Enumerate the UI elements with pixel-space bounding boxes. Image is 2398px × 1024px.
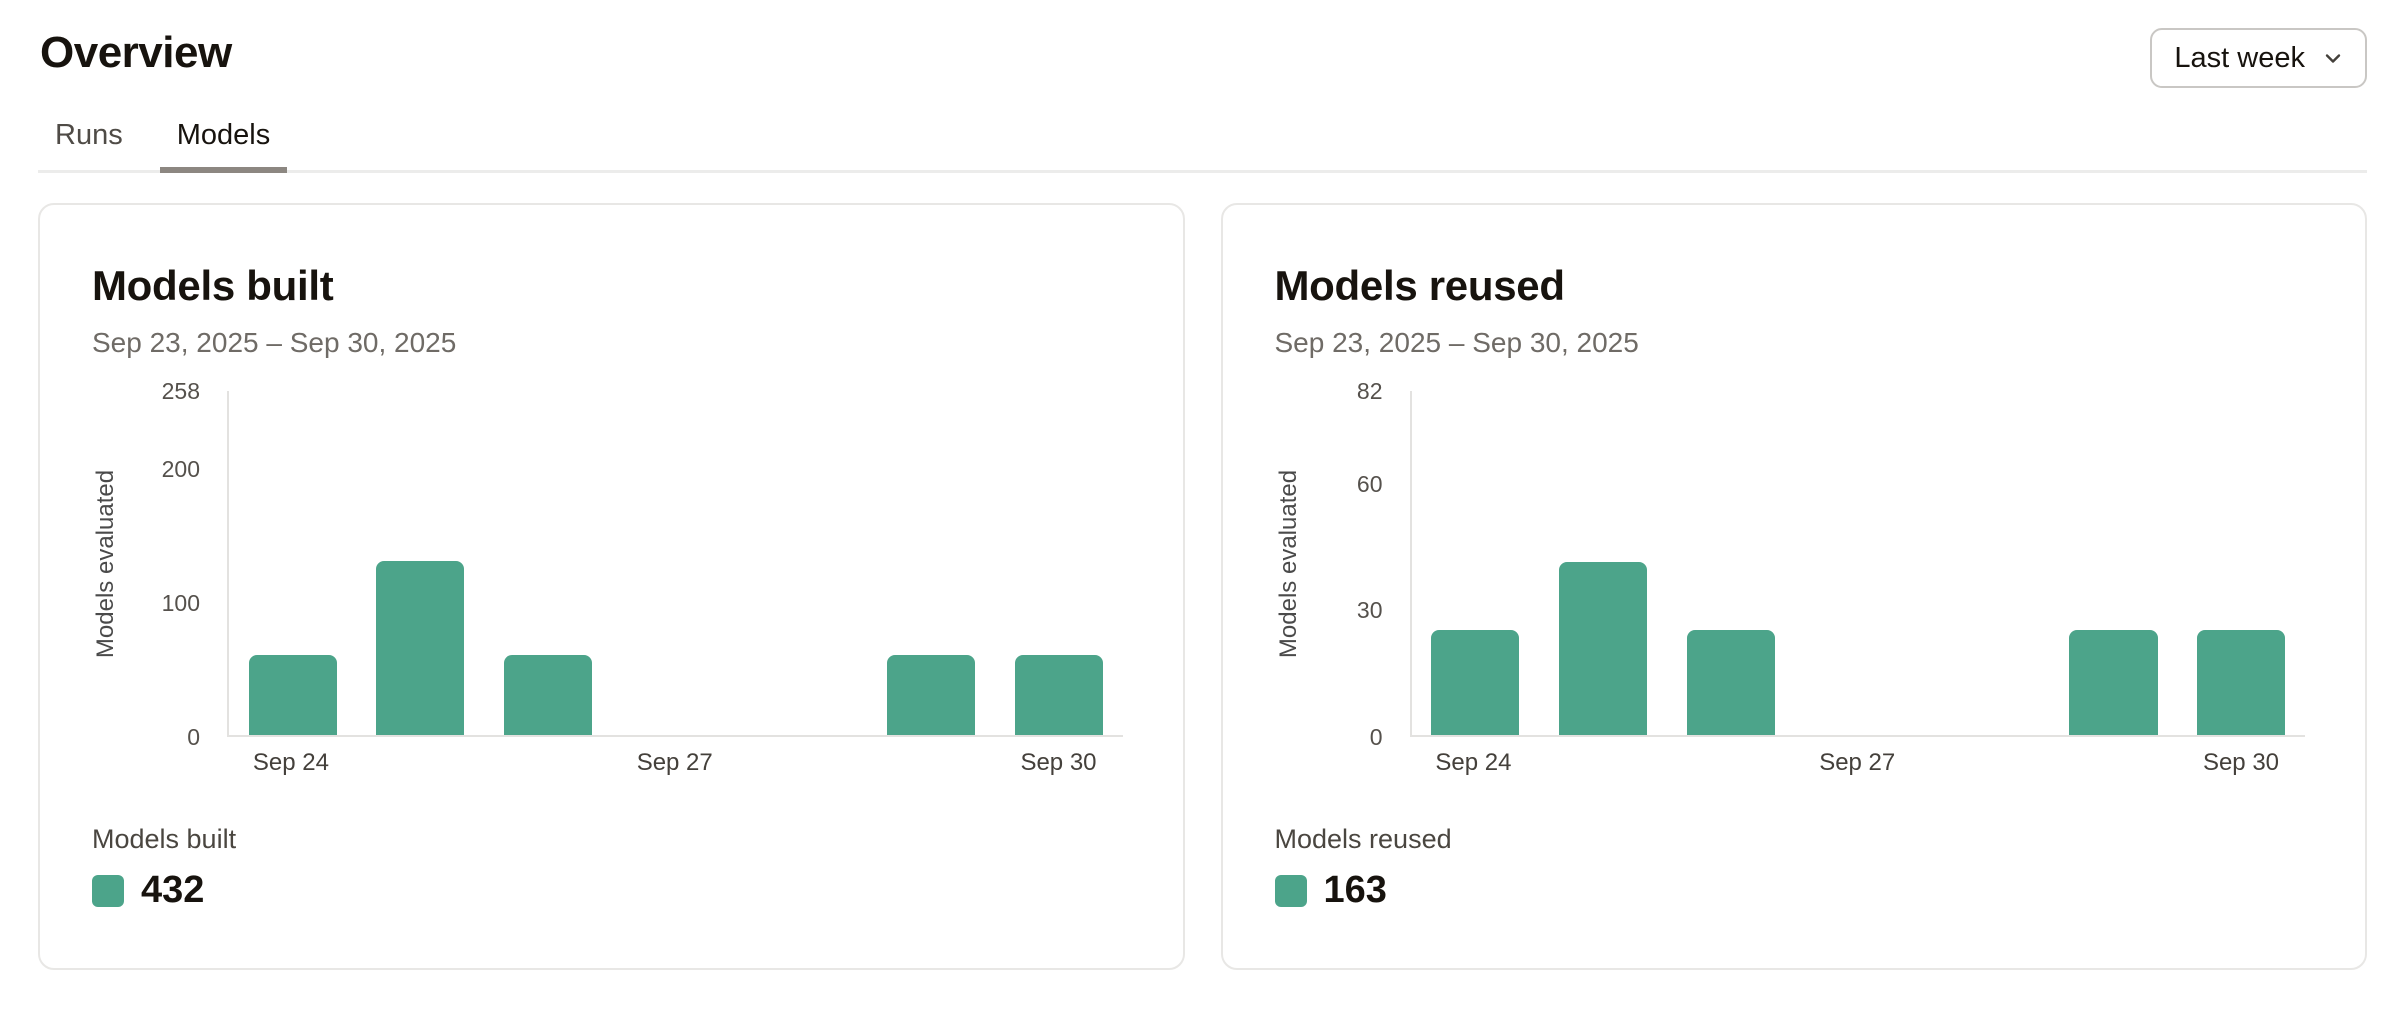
chart-bar-sep-26[interactable] (1686, 629, 1775, 735)
tab-models[interactable]: Models (159, 118, 288, 173)
y-tick-label: 100 (161, 589, 200, 616)
x-axis-labels: Sep 24 Sep 27 Sep 30 (1410, 749, 2306, 779)
chart-bar-sep-26[interactable] (504, 654, 593, 735)
y-axis-ticks: 0 100 200 258 (92, 378, 214, 750)
date-range-label: Last week (2174, 41, 2305, 74)
x-axis-labels: Sep 24 Sep 27 Sep 30 (227, 749, 1123, 779)
x-tick-slot (483, 749, 611, 779)
cards-row: Models built Sep 23, 2025 – Sep 30, 2025… (38, 203, 2367, 970)
card-title: Models reused (1274, 262, 1565, 309)
chart-bar-sep-25[interactable] (376, 560, 465, 735)
bar-slot (2050, 391, 2178, 735)
bar-slot (1539, 391, 1667, 735)
bar-slot (357, 391, 485, 735)
x-tick-slot (1665, 749, 1793, 779)
x-tick-slot: Sep 24 (227, 749, 355, 779)
legend-row: 432 (92, 869, 1123, 912)
plot-area (227, 391, 1123, 737)
x-tick-label: Sep 30 (1020, 749, 1097, 776)
x-tick-slot: Sep 27 (611, 749, 739, 779)
chart-bar-sep-29[interactable] (2069, 629, 2158, 735)
card-date-range: Sep 23, 2025 – Sep 30, 2025 (1274, 327, 1639, 358)
legend-row: 163 (1274, 869, 2306, 912)
x-tick-slot (1537, 749, 1665, 779)
bar-slot (229, 391, 357, 735)
bars-group (229, 391, 1123, 735)
plot-area (1409, 391, 2306, 737)
legend-swatch (92, 874, 124, 907)
x-tick-slot (355, 749, 483, 779)
x-tick-label: Sep 24 (1435, 749, 1512, 776)
y-tick-label: 30 (1356, 597, 1383, 624)
card-models-built: Models built Sep 23, 2025 – Sep 30, 2025… (38, 203, 1185, 970)
bar-slot (867, 391, 995, 735)
chart-bar-sep-30[interactable] (2197, 629, 2286, 735)
models-built-bar-chart: Models evaluated 0 100 200 258 Sep 24 Sep 27… (92, 378, 1123, 779)
page-header: Overview Last week (0, 0, 2398, 88)
bar-slot (1794, 391, 1922, 735)
tab-bar: Runs Models (38, 118, 2367, 173)
date-range-selector[interactable]: Last week (2150, 28, 2367, 88)
x-tick-label: Sep 27 (1819, 749, 1896, 776)
legend-swatch (1274, 874, 1307, 907)
x-tick-slot: Sep 30 (2177, 749, 2305, 779)
tab-runs[interactable]: Runs (55, 119, 123, 151)
chart-bar-sep-30[interactable] (1014, 654, 1103, 735)
x-tick-slot (867, 749, 995, 779)
bar-slot (1922, 391, 2050, 735)
bar-slot (484, 391, 612, 735)
x-tick-slot (739, 749, 867, 779)
x-tick-slot (1921, 749, 2049, 779)
chart-bar-sep-24[interactable] (248, 654, 337, 735)
legend-label: Models reused (1274, 824, 1452, 854)
bar-slot (1667, 391, 1795, 735)
x-tick-label: Sep 24 (252, 749, 329, 776)
legend-label: Models built (92, 824, 237, 854)
bars-group (1412, 391, 2306, 735)
bar-slot (995, 391, 1123, 735)
y-tick-label: 258 (161, 378, 200, 404)
bar-slot (2177, 391, 2305, 735)
x-tick-slot: Sep 24 (1410, 749, 1538, 779)
y-axis-ticks: 0 30 60 82 (1275, 378, 1397, 750)
card-title: Models built (92, 262, 334, 309)
models-reused-bar-chart: Models evaluated 0 30 60 82 Sep 24 Sep 27 Sep… (1275, 378, 2306, 779)
chevron-down-icon (2325, 54, 2341, 63)
bar-slot (1412, 391, 1540, 735)
x-tick-label: Sep 30 (2202, 749, 2280, 776)
page-title: Overview (40, 28, 232, 77)
chart-bar-sep-29[interactable] (886, 654, 976, 735)
chart-bar-sep-25[interactable] (1558, 562, 1647, 735)
y-tick-label: 60 (1356, 470, 1383, 497)
bar-slot (740, 391, 868, 735)
card-date-range: Sep 23, 2025 – Sep 30, 2025 (92, 327, 457, 358)
chart-bar-sep-24[interactable] (1431, 629, 1520, 735)
x-tick-slot: Sep 30 (995, 749, 1123, 779)
legend-total-value: 163 (1323, 869, 1387, 911)
card-models-reused: Models reused Sep 23, 2025 – Sep 30, 202… (1220, 203, 2367, 970)
x-tick-slot: Sep 27 (1793, 749, 1921, 779)
y-tick-label: 82 (1356, 378, 1383, 404)
x-tick-label: Sep 27 (636, 749, 713, 776)
y-tick-label: 0 (1369, 724, 1383, 750)
x-tick-slot (2049, 749, 2177, 779)
legend-total-value: 432 (141, 869, 205, 911)
bar-slot (612, 391, 740, 735)
y-tick-label: 200 (161, 455, 200, 482)
y-tick-label: 0 (187, 724, 200, 750)
